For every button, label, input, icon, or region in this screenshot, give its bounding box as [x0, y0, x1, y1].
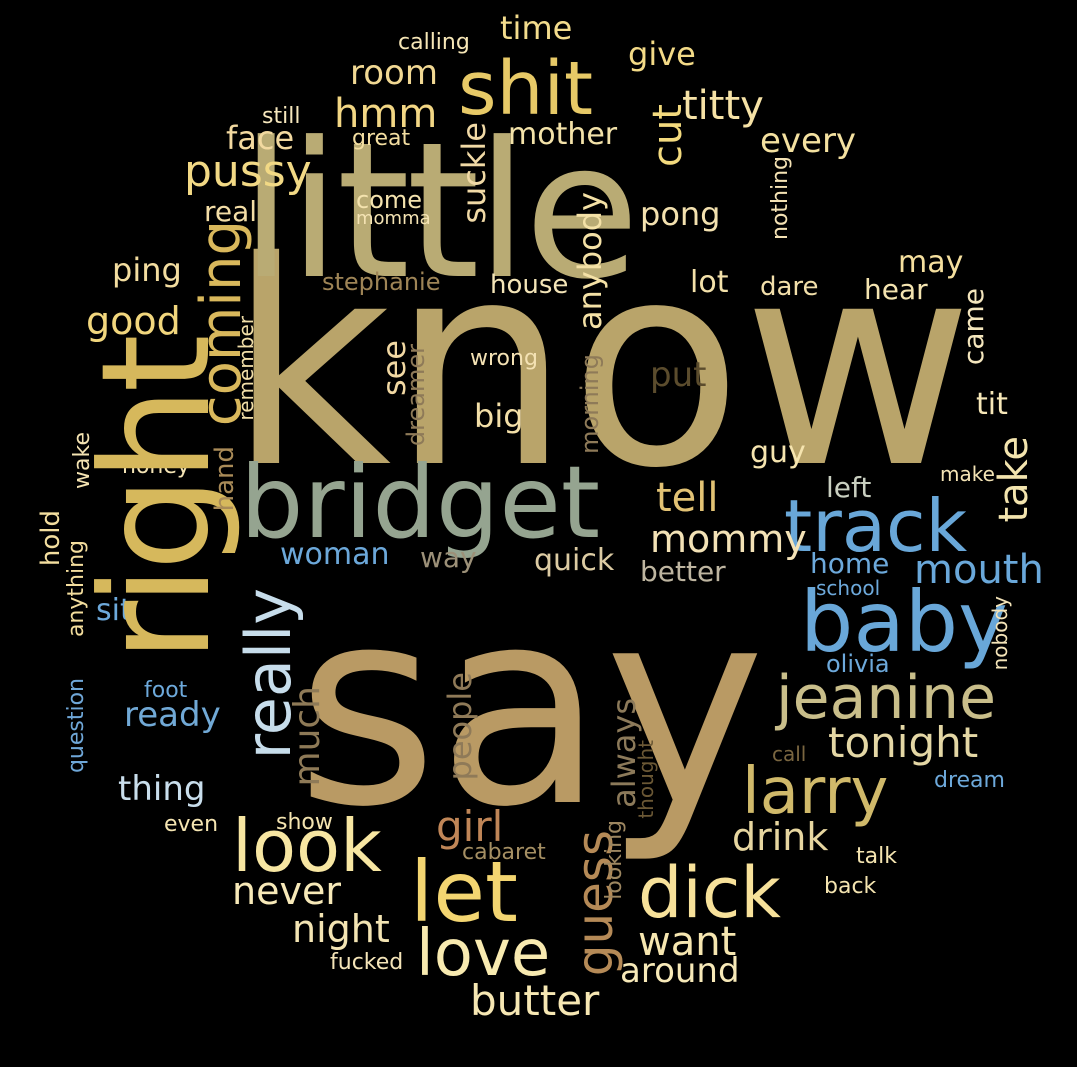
- word-home: home: [810, 547, 890, 580]
- word-drink: drink: [732, 815, 829, 859]
- word-left: left: [826, 471, 872, 504]
- word-shit: shit: [458, 46, 594, 132]
- word-still: still: [262, 104, 301, 129]
- word-looking: looking: [602, 820, 627, 900]
- word-woman: woman: [280, 537, 390, 572]
- word-olivia: olivia: [826, 650, 890, 678]
- word-baby: baby: [800, 573, 1008, 671]
- word-say: say: [296, 551, 766, 867]
- word-ready: ready: [124, 695, 221, 735]
- word-girl: girl: [436, 802, 504, 851]
- word-mother: mother: [508, 117, 618, 152]
- word-honey: honey: [122, 454, 190, 479]
- word-quick: quick: [534, 543, 615, 578]
- word-even: even: [164, 812, 219, 837]
- word-know: know: [228, 201, 974, 530]
- word-good: good: [86, 299, 181, 343]
- word-take: take: [991, 436, 1037, 523]
- word-night: night: [292, 907, 390, 951]
- word-make: make: [940, 462, 995, 486]
- word-house: house: [490, 270, 569, 300]
- word-dare: dare: [760, 272, 819, 302]
- word-people: people: [441, 672, 479, 781]
- word-let: let: [410, 843, 518, 941]
- word-hmm: hmm: [334, 91, 438, 137]
- word-remember: remember: [234, 316, 258, 421]
- word-nobody: nobody: [988, 596, 1012, 671]
- word-much: much: [287, 686, 328, 787]
- word-may: may: [898, 245, 964, 280]
- word-titty: titty: [682, 83, 764, 129]
- word-dick: dick: [638, 852, 781, 934]
- word-cut: cut: [645, 104, 691, 168]
- word-dream: dream: [934, 768, 1005, 793]
- word-hear: hear: [864, 273, 928, 306]
- word-never: never: [232, 869, 341, 913]
- word-stephanie: stephanie: [322, 268, 441, 296]
- word-anybody: anybody: [571, 192, 609, 330]
- word-nothing: nothing: [768, 156, 793, 240]
- word-calling: calling: [398, 30, 470, 55]
- word-thought: thought: [634, 740, 658, 819]
- word-wrong: wrong: [470, 346, 538, 371]
- word-wake: wake: [70, 432, 95, 489]
- word-tonight: tonight: [828, 718, 979, 767]
- word-every: every: [760, 121, 857, 161]
- word-call: call: [772, 742, 807, 766]
- word-room: room: [350, 53, 438, 93]
- word-big: big: [474, 397, 524, 435]
- word-time: time: [500, 9, 573, 47]
- word-came: came: [957, 288, 990, 366]
- word-come: come: [356, 186, 423, 214]
- word-thing: thing: [118, 769, 206, 809]
- word-put: put: [650, 355, 707, 395]
- word-mouth: mouth: [914, 547, 1044, 593]
- word-suckle: suckle: [455, 122, 493, 224]
- word-pussy: pussy: [184, 146, 312, 197]
- word-sit: sit: [96, 593, 132, 628]
- word-look: look: [232, 804, 382, 888]
- word-way: way: [420, 541, 477, 574]
- word-hand: hand: [210, 446, 240, 512]
- word-larry: larry: [742, 755, 889, 829]
- word-hold: hold: [36, 510, 66, 567]
- word-jeanine: jeanine: [776, 663, 996, 733]
- word-love: love: [416, 917, 551, 991]
- word-show: show: [276, 810, 333, 835]
- word-want: want: [638, 919, 737, 965]
- word-momma: momma: [356, 208, 431, 229]
- word-mommy: mommy: [650, 517, 807, 561]
- word-give: give: [628, 35, 696, 73]
- word-face: face: [226, 119, 295, 157]
- word-tit: tit: [976, 387, 1008, 422]
- word-school: school: [816, 576, 881, 600]
- word-guy: guy: [750, 435, 806, 470]
- word-bridget: bridget: [240, 444, 601, 561]
- word-lot: lot: [690, 265, 729, 300]
- word-ping: ping: [112, 251, 182, 289]
- word-dreamer: dreamer: [402, 344, 430, 447]
- word-morning: morning: [576, 354, 604, 454]
- word-better: better: [640, 555, 726, 588]
- word-talk: talk: [856, 844, 897, 869]
- word-back: back: [824, 874, 877, 899]
- word-great: great: [352, 126, 411, 151]
- word-little: little: [240, 102, 640, 321]
- word-track: track: [784, 484, 968, 568]
- word-around: around: [620, 951, 740, 991]
- word-pong: pong: [640, 195, 721, 233]
- word-anything: anything: [64, 540, 89, 638]
- word-foot: foot: [144, 678, 188, 703]
- word-question: question: [64, 678, 89, 774]
- word-butter: butter: [470, 976, 600, 1025]
- word-tell: tell: [656, 475, 719, 521]
- word-real: real: [204, 195, 258, 228]
- word-fucked: fucked: [330, 950, 404, 975]
- word-cabaret: cabaret: [462, 840, 546, 865]
